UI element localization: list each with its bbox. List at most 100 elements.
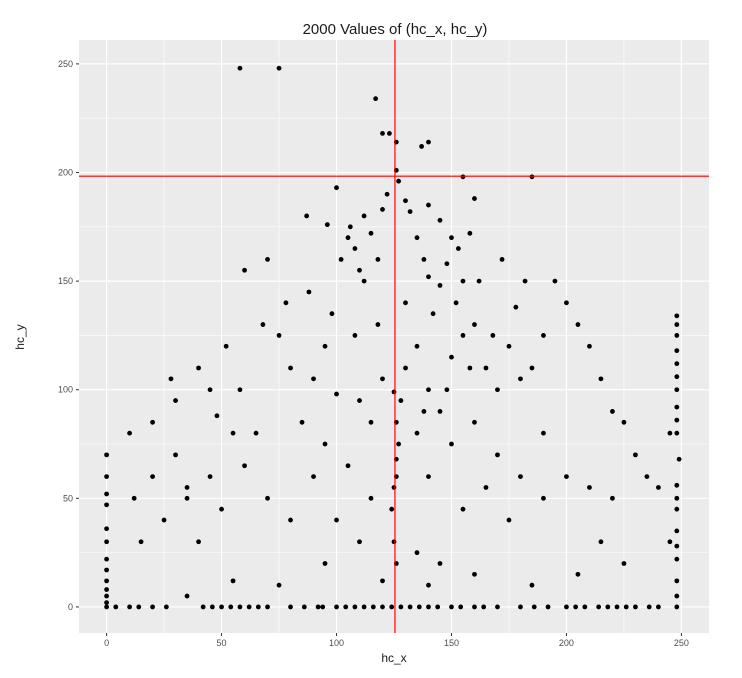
data-point	[614, 604, 620, 610]
data-point	[467, 365, 473, 371]
data-point	[237, 65, 243, 71]
data-point	[587, 343, 592, 349]
data-point	[541, 333, 546, 338]
data-point	[334, 185, 339, 191]
data-point	[529, 365, 535, 371]
data-point	[311, 474, 316, 480]
data-point	[587, 485, 592, 490]
data-point	[676, 456, 682, 462]
data-point	[301, 604, 307, 610]
data-point	[265, 256, 270, 262]
data-point	[242, 267, 247, 273]
data-point	[483, 485, 489, 490]
data-point	[219, 506, 224, 512]
data-point	[380, 131, 385, 136]
data-point	[334, 517, 339, 523]
data-point	[104, 502, 109, 508]
data-point	[518, 376, 523, 382]
data-point	[646, 604, 652, 610]
data-point	[283, 300, 289, 306]
data-point	[184, 485, 190, 490]
y-tick-label: 0	[68, 602, 73, 612]
data-point	[375, 256, 381, 262]
data-point	[495, 452, 500, 458]
data-point	[161, 517, 167, 523]
data-point	[414, 430, 420, 436]
data-point	[472, 571, 477, 577]
data-point	[529, 582, 535, 588]
data-point	[674, 482, 680, 488]
data-point	[460, 278, 466, 284]
data-point	[168, 376, 174, 382]
data-point	[288, 365, 293, 371]
data-point	[276, 65, 282, 71]
data-point	[347, 224, 353, 230]
data-point	[633, 452, 638, 458]
data-point	[506, 517, 512, 523]
data-point	[575, 571, 581, 577]
data-point	[104, 539, 109, 545]
data-point	[437, 217, 443, 223]
data-point	[674, 506, 680, 512]
data-point	[398, 398, 404, 403]
x-tick-label: 250	[674, 638, 689, 648]
data-point	[322, 343, 328, 349]
data-point	[311, 376, 316, 382]
data-point	[435, 604, 441, 610]
chart-title: 2000 Values of (hc_x, hc_y)	[303, 21, 488, 38]
data-point	[329, 311, 335, 317]
data-point	[127, 604, 132, 610]
data-point	[322, 561, 328, 566]
data-point	[430, 311, 436, 317]
data-point	[387, 131, 392, 136]
data-point	[184, 593, 190, 599]
data-point	[104, 578, 109, 584]
data-point	[173, 452, 178, 458]
data-point	[674, 387, 680, 393]
data-point	[343, 604, 349, 610]
data-point	[253, 430, 259, 436]
data-point	[426, 139, 431, 145]
data-point	[573, 604, 579, 610]
data-point	[444, 261, 450, 267]
x-tick-label: 200	[559, 638, 574, 648]
y-axis-title: hc_y	[13, 324, 27, 349]
data-point	[391, 485, 397, 490]
data-point	[391, 539, 397, 545]
data-point	[656, 485, 661, 490]
data-point	[214, 413, 220, 419]
data-point	[352, 246, 358, 251]
y-tick-label: 250	[58, 59, 73, 69]
data-point	[380, 376, 385, 382]
data-point	[223, 343, 229, 349]
data-point	[127, 430, 132, 436]
data-point	[610, 495, 615, 501]
data-point	[368, 419, 374, 425]
axis-ticks	[76, 63, 682, 636]
data-point	[320, 604, 326, 610]
data-point	[414, 235, 420, 241]
data-point	[407, 604, 413, 610]
data-point	[396, 178, 401, 184]
data-point	[623, 604, 629, 610]
data-point	[467, 230, 473, 236]
data-point	[426, 582, 431, 588]
data-point	[260, 322, 266, 327]
data-point	[674, 404, 680, 410]
data-point	[104, 567, 109, 573]
data-point	[518, 604, 523, 610]
data-point	[426, 274, 431, 280]
data-point	[228, 604, 234, 610]
data-point	[449, 441, 454, 447]
data-point	[255, 604, 261, 610]
data-point	[324, 222, 330, 228]
grid-minor	[79, 40, 709, 633]
data-point	[370, 604, 376, 610]
data-point	[380, 207, 385, 212]
data-point	[674, 322, 680, 327]
data-point	[345, 463, 351, 469]
data-point	[104, 600, 109, 605]
data-point	[674, 361, 680, 367]
data-point	[575, 322, 581, 327]
reference-lines	[79, 40, 709, 633]
